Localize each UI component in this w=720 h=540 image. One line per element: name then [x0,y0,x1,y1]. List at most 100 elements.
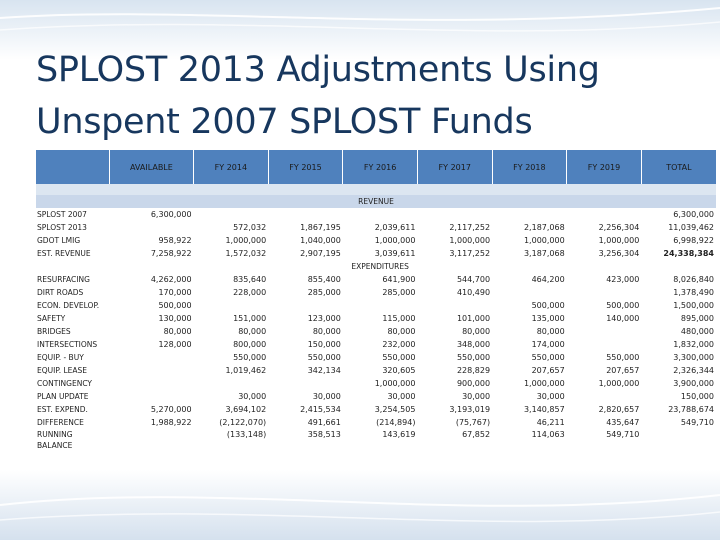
table-cell [194,208,269,221]
table-cell: 3,039,611 [374,249,416,258]
table-cell [567,325,642,338]
table-cell: (75,767) [455,418,491,427]
table-cell [567,390,642,403]
table-row: CONTINGENCY 1,000,000 900,000 1,000,000 1,00… [36,377,716,390]
table-cell: 23,788,674 [668,405,714,414]
table-cell: 150,000 [680,392,714,401]
table-cell: 207,657 [606,366,640,375]
table-cell: 550,000 [382,353,416,362]
table-cell [343,208,418,221]
table-cell: 4,262,000 [150,275,192,284]
empty-cell [567,260,642,273]
table-cell [194,299,269,312]
table-cell: 3,300,000 [673,353,714,362]
column-header: FY 2015 [267,150,343,184]
table-cell: 2,256,304 [598,223,640,232]
table-body: REVENUE SPLOST 2007 6,300,000 6,300,000 SPLO… [36,184,716,451]
table-cell: 80,000 [462,327,491,336]
row-label: CONTINGENCY [37,379,93,388]
table-cell: 1,572,032 [225,249,267,258]
table-cell: 958,922 [158,236,192,245]
table-cell: 6,300,000 [673,210,714,219]
table-cell: 6,998,922 [673,236,714,245]
table-cell: 320,605 [382,366,416,375]
table-cell: 232,000 [382,340,416,349]
table-cell: 464,200 [531,275,565,284]
table-cell [109,221,193,234]
table-cell: 2,907,195 [300,249,341,258]
table-cell: 348,000 [456,340,491,349]
table-cell: (2,122,070) [219,418,267,427]
table-cell: 1,832,000 [673,340,714,349]
table-cell: 1,000,000 [598,236,640,245]
table-row: BRIDGES 80,000 80,000 80,000 80,000 80,000 80,… [36,325,716,338]
table-cell: 80,000 [312,327,341,336]
row-label: GDOT LMIG [37,236,81,245]
table-header-row: AVAILABLE FY 2014 FY 2015 FY 2016 FY 2017 FY … [36,150,716,184]
table-row: INTERSECTIONS 128,000 800,000 150,000 232,00… [36,338,716,351]
table-cell: 6,300,000 [150,210,192,219]
table-cell: 114,063 [531,430,565,439]
row-label: SAFETY [37,314,66,323]
budget-table: AVAILABLE FY 2014 FY 2015 FY 2016 FY 2017 FY … [36,150,716,451]
table-cell: 150,000 [307,340,341,349]
table-cell: 228,829 [456,366,491,375]
expenditures-label-row: EXPENDITURES [36,260,716,273]
table-cell: 3,140,857 [523,405,565,414]
table-cell: 3,187,068 [523,249,565,258]
table-cell: 151,000 [233,314,267,323]
table-cell [109,377,193,390]
empty-cell [492,260,567,273]
table-row: ECON. DEVELOP. 500,000 500,000 500,000 1,500… [36,299,716,312]
table-cell: 2,039,611 [374,223,416,232]
table-row: SAFETY 130,000 151,000 123,000 115,000 101,00… [36,312,716,325]
column-header: FY 2018 [491,150,567,184]
table-cell: 1,000,000 [598,379,640,388]
row-label: DIRT ROADS [37,288,84,297]
table-cell: 500,000 [531,301,565,310]
expenditures-label: EXPENDITURES [351,262,409,271]
table-cell [417,299,492,312]
table-cell: 900,000 [456,379,491,388]
table-cell: 24,338,384 [663,249,714,258]
table-row: DIFFERENCE 1,988,922 (2,122,070) 491,661 (21… [36,416,716,429]
table-cell: 30,000 [312,392,341,401]
table-cell: 500,000 [606,301,640,310]
table-cell: 800,000 [233,340,267,349]
table-cell: 8,026,840 [673,275,714,284]
table-cell: 342,134 [307,366,341,375]
table-cell: 2,326,344 [673,366,714,375]
row-label: EQUIP. - BUY [37,353,84,362]
table-cell [567,338,642,351]
table-cell: 30,000 [462,392,491,401]
table-cell: 285,000 [307,288,341,297]
table-cell: 128,000 [158,340,192,349]
table-cell: 1,019,462 [225,366,267,375]
table-cell: 30,000 [238,392,267,401]
table-cell: 7,258,922 [150,249,192,258]
revenue-label-band: REVENUE [36,195,716,208]
table-cell: 1,000,000 [225,236,267,245]
table-cell: 549,710 [606,430,640,439]
table-cell [268,208,343,221]
table-cell: 5,270,000 [150,405,192,414]
table-cell: 3,900,000 [673,379,714,388]
table-cell: 550,000 [233,353,267,362]
header-spacer-band [36,184,716,195]
table-cell: 2,820,657 [598,405,640,414]
table-cell [194,377,269,390]
row-label: DIFFERENCE [37,418,84,427]
row-label: SPLOST 2007 [37,210,87,219]
table-cell: 285,000 [382,288,416,297]
empty-cell [109,260,193,273]
table-cell: 1,988,922 [150,418,192,427]
table-cell [567,286,642,299]
column-header: FY 2017 [416,150,493,184]
table-cell: 80,000 [163,327,192,336]
table-cell: 423,000 [606,275,640,284]
row-label: RESURFACING [37,275,90,284]
table-cell: 11,039,462 [668,223,714,232]
table-cell: 1,378,490 [673,288,714,297]
table-cell: 1,000,000 [449,236,491,245]
